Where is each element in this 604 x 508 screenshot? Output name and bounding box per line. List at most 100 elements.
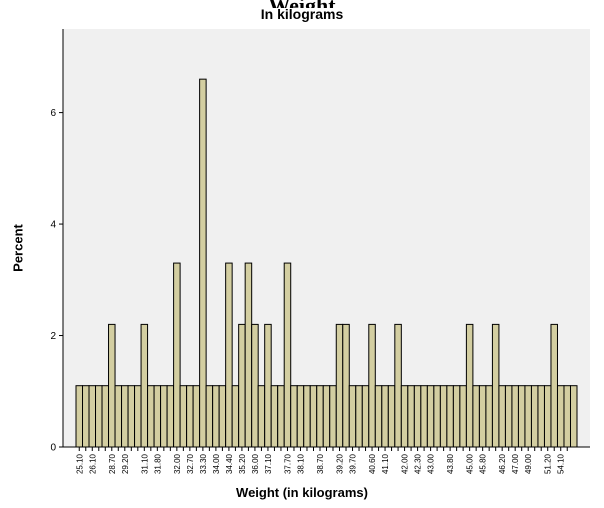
x-tick-label: 31.80 xyxy=(153,453,162,474)
x-axis-label: Weight (in kilograms) xyxy=(236,485,368,500)
histogram-bar xyxy=(173,262,181,448)
histogram-bar xyxy=(433,385,441,448)
histogram-bar xyxy=(303,385,311,448)
x-tick-label: 41.10 xyxy=(381,453,390,474)
x-tick-label: 36.00 xyxy=(251,453,260,474)
x-tick-label: 43.80 xyxy=(446,453,455,474)
chart-title-block: Weight In kilograms xyxy=(0,0,604,25)
histogram-bar xyxy=(231,385,240,448)
histogram-bar xyxy=(563,385,571,448)
histogram-bar xyxy=(439,385,448,448)
histogram-bar xyxy=(322,385,331,448)
histogram-bar xyxy=(387,385,396,448)
histogram-bar xyxy=(283,262,292,448)
histogram-bar xyxy=(446,385,454,448)
chart-subtitle: In kilograms xyxy=(260,6,344,22)
histogram-bar xyxy=(485,385,493,448)
histogram-bar xyxy=(166,385,175,448)
histogram-bar xyxy=(257,385,266,448)
x-tick-label: 42.00 xyxy=(401,453,410,474)
histogram-bar xyxy=(426,385,435,448)
histogram-bar xyxy=(472,385,480,448)
histogram-bar xyxy=(348,385,357,448)
histogram-bar xyxy=(491,323,500,448)
x-tick-label: 46.20 xyxy=(498,453,507,474)
histogram-bar xyxy=(95,385,103,448)
histogram-bar xyxy=(186,385,194,448)
x-tick-label: 32.70 xyxy=(186,453,195,474)
x-tick-label: 31.10 xyxy=(140,453,149,474)
histogram-bar xyxy=(134,385,142,448)
histogram-bar xyxy=(329,385,337,448)
histogram-bar xyxy=(407,385,415,448)
histogram-bar xyxy=(218,385,227,448)
histogram-bar xyxy=(108,323,116,448)
histogram-bar xyxy=(147,385,155,448)
histogram-bar xyxy=(114,385,123,448)
histogram-bar xyxy=(88,385,97,448)
histogram-bar xyxy=(335,323,344,448)
x-tick-label: 28.70 xyxy=(108,453,117,474)
histogram-bar xyxy=(452,385,461,448)
y-tick-label: 0 xyxy=(50,443,56,454)
histogram-bar xyxy=(459,385,467,448)
x-tick-label: 47.00 xyxy=(511,453,520,474)
histogram-bar xyxy=(101,385,110,448)
x-tick-label: 35.20 xyxy=(238,453,247,474)
y-ticks-group: 0 2 4 6 xyxy=(50,108,63,454)
histogram-bar xyxy=(504,385,513,448)
histogram-bar xyxy=(517,385,526,448)
histogram-bar xyxy=(199,78,207,448)
histogram-bar xyxy=(277,385,285,448)
x-tick-label: 51.20 xyxy=(544,453,553,474)
x-tick-label: 39.20 xyxy=(336,453,345,474)
x-tick-label: 34.00 xyxy=(212,453,221,474)
plot-area xyxy=(63,29,590,447)
histogram-bar xyxy=(296,385,305,448)
histogram-bar xyxy=(160,385,168,448)
histogram-bar xyxy=(420,385,428,448)
histogram-bar xyxy=(342,323,350,448)
x-ticks-group: 25.10 26.10 28.70 29.20 31.10 31.80 32.00 32.70… xyxy=(75,447,568,474)
histogram-bar xyxy=(556,385,565,448)
y-tick-label: 6 xyxy=(50,108,56,119)
histogram-bar xyxy=(212,385,220,448)
histogram-bar xyxy=(121,385,129,448)
histogram-bar xyxy=(530,385,539,448)
y-tick-label: 2 xyxy=(50,331,56,342)
histogram-bar xyxy=(316,385,324,448)
histogram-bar xyxy=(205,385,214,448)
histogram-bar xyxy=(374,385,383,448)
histogram-bar xyxy=(238,323,246,448)
histogram-bar xyxy=(75,385,84,448)
histogram-bar xyxy=(244,262,253,448)
x-tick-label: 42.30 xyxy=(414,453,423,474)
histogram-bar xyxy=(140,323,149,448)
histogram-bar xyxy=(127,385,136,448)
histogram-bar xyxy=(498,385,506,448)
histogram-bar xyxy=(251,323,259,448)
histogram-bar xyxy=(264,323,272,448)
x-tick-label: 40.60 xyxy=(368,453,377,474)
x-tick-label: 45.00 xyxy=(466,453,475,474)
x-tick-label: 39.70 xyxy=(349,453,358,474)
histogram-bar xyxy=(270,385,279,448)
histogram-bar xyxy=(400,385,409,448)
x-tick-label: 38.70 xyxy=(316,453,325,474)
x-tick-label: 32.00 xyxy=(173,453,182,474)
histogram-bar xyxy=(153,385,162,448)
histogram-bar xyxy=(569,385,578,448)
histogram-bar xyxy=(192,385,201,448)
x-tick-label: 49.00 xyxy=(524,453,533,474)
x-tick-label: 29.20 xyxy=(121,453,130,474)
chart-title-cut: Weight xyxy=(0,0,604,8)
histogram-bar xyxy=(368,323,376,448)
histogram-bar xyxy=(511,385,519,448)
histogram-bar xyxy=(290,385,298,448)
histogram-bar xyxy=(524,385,532,448)
x-tick-label: 26.10 xyxy=(88,453,97,474)
x-tick-label: 45.80 xyxy=(479,453,488,474)
histogram-bar xyxy=(413,385,422,448)
x-tick-label: 54.10 xyxy=(557,453,566,474)
